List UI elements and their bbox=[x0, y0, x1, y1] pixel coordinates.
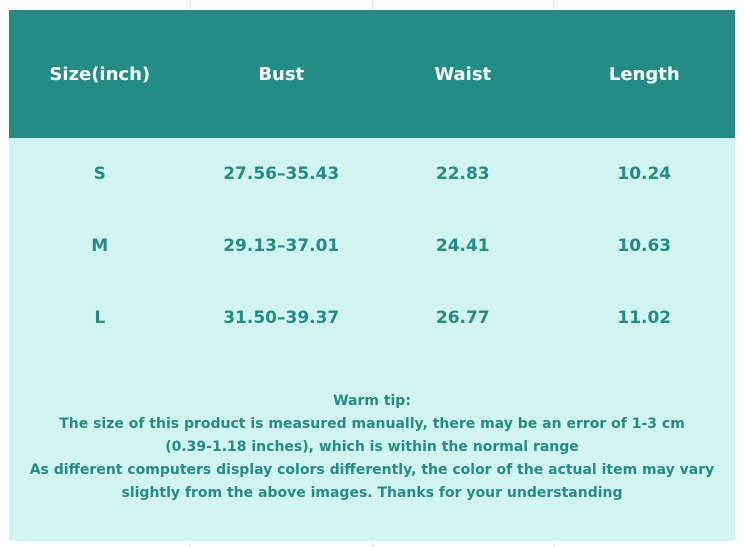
tip-line: As different computers display colors di… bbox=[29, 462, 715, 478]
header-length: Length bbox=[608, 63, 680, 85]
cell-waist: 24.41 bbox=[435, 236, 490, 256]
warm-tip: Warm tip: The size of this product is me… bbox=[9, 354, 735, 505]
tip-title: Warm tip: bbox=[333, 393, 411, 409]
header-bust: Bust bbox=[258, 63, 305, 85]
header-row: Size(inch) Bust Waist Length bbox=[9, 10, 735, 138]
cell-bust: 29.13–37.01 bbox=[223, 236, 340, 256]
cell-waist: 26.77 bbox=[435, 308, 490, 328]
size-chart: Size(inch) Bust Waist Length S 27.56–35.… bbox=[9, 10, 735, 541]
header-size: Size(inch) bbox=[49, 63, 151, 85]
cell-size: M bbox=[91, 236, 109, 256]
cell-size: S bbox=[93, 164, 106, 184]
cell-length: 10.24 bbox=[617, 164, 672, 184]
cell-length: 11.02 bbox=[617, 308, 672, 328]
cell-length: 10.63 bbox=[617, 236, 672, 256]
tip-line: (0.39-1.18 inches), which is within the … bbox=[165, 439, 579, 455]
table-row: L 31.50–39.37 26.77 11.02 bbox=[9, 282, 735, 354]
tip-line: The size of this product is measured man… bbox=[59, 416, 685, 432]
table-body: S 27.56–35.43 22.83 10.24 M 29.13–37.01 … bbox=[9, 138, 735, 541]
tip-line: slightly from the above images. Thanks f… bbox=[121, 485, 623, 501]
cell-bust: 31.50–39.37 bbox=[223, 308, 340, 328]
table-row: S 27.56–35.43 22.83 10.24 bbox=[9, 138, 735, 210]
header-waist: Waist bbox=[434, 63, 492, 85]
cell-size: L bbox=[94, 308, 106, 328]
table-row: M 29.13–37.01 24.41 10.63 bbox=[9, 210, 735, 282]
cell-waist: 22.83 bbox=[435, 164, 490, 184]
cell-bust: 27.56–35.43 bbox=[223, 164, 340, 184]
